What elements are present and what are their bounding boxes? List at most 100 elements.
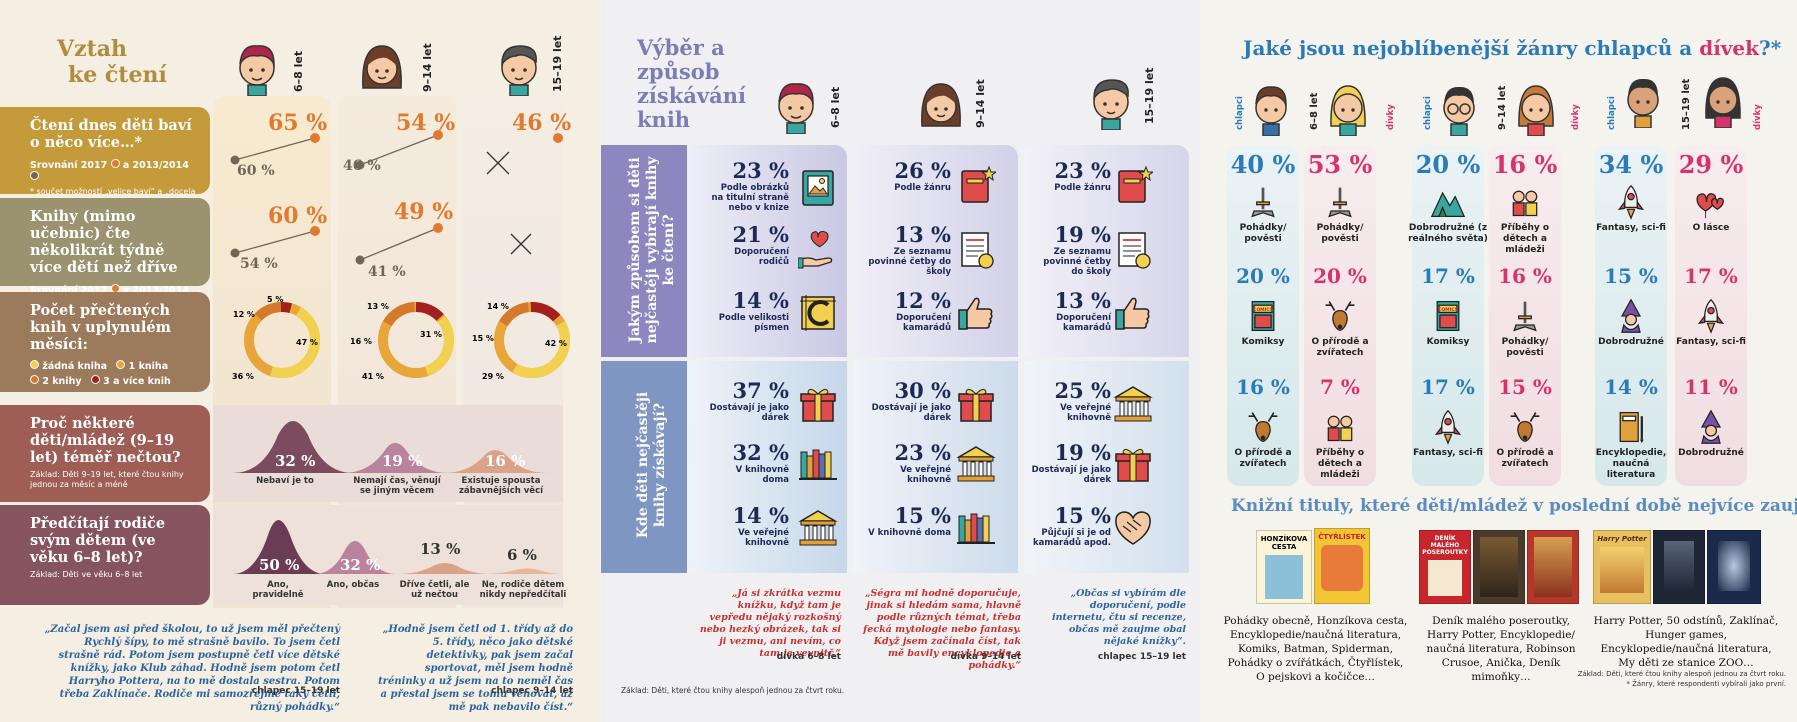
p2-stat-value: 23 % [732, 158, 790, 183]
children-icon [1512, 190, 1538, 217]
book-cover-50-shades [1653, 530, 1705, 604]
band5-title: Předčítají rodiče svým dětem (ve věku 6–… [30, 515, 166, 566]
reading-list-icon [961, 232, 994, 269]
p2-age-9-14: 9–14 let [974, 79, 987, 128]
band2-title: Knihy (mimo učebnic) čte několikrát týdn… [30, 208, 178, 276]
p2-col3-bot [1024, 361, 1189, 573]
b5-v1: 50 % [259, 556, 300, 574]
genre-value: 29 % [1678, 150, 1744, 179]
p2-stat-c1-2: 14 % Podle velikosti písmen [709, 288, 789, 333]
p3-age-9-14: 9–14 let [1497, 85, 1508, 130]
p3-footnote: * Žánry, které respondenti vybírali jako… [1626, 680, 1786, 688]
d3-v3: 29 % [482, 372, 504, 381]
genre-label: O přírodě a zvířatech [1234, 448, 1292, 469]
boy-avatar-icon [1255, 86, 1287, 136]
b4-v3: 16 % [485, 452, 526, 470]
letter-size-icon [800, 295, 836, 331]
genre-label: Fantasy, sci-fi [1413, 448, 1483, 458]
genre-value: 17 % [1684, 264, 1738, 288]
band2-lines [230, 223, 532, 265]
b4-v1: 32 % [275, 452, 316, 470]
gift-icon [1115, 448, 1151, 482]
books-list-6-8: Pohádky obecně, Honzíkova cesta, Encyklo… [1223, 615, 1408, 683]
gift-icon [800, 388, 836, 422]
band4-title: Proč některé děti/mládež (9–19 let) témě… [30, 415, 181, 466]
book-cover-robinson [1527, 530, 1579, 604]
p1-quote-2-author: chlapec 9–14 let [491, 686, 573, 696]
p2-stat-c1-5: 14 % Ve veřejné knihovně [709, 503, 790, 548]
legend-dot-icon [116, 360, 126, 369]
band4-note: Základ: Děti 9–19 let, které čtou knihy … [30, 470, 184, 489]
p2-stat-c3-3: 25 % Ve veřejné knihovně [1031, 378, 1112, 423]
genre-value: 11 % [1684, 375, 1738, 399]
genre-label: Pohádky/ pověsti [1316, 223, 1364, 244]
panel-reading-relationship: Vztah ke čtení 6–8 let 9–14 let 15–19 le… [0, 0, 600, 722]
teen-girl-avatar-icon [1705, 77, 1741, 128]
legend-dot-icon [90, 375, 100, 384]
boys-tag-2: chlapci [1423, 96, 1433, 130]
p2-quote-2: „Ségra mi hodně doporučuje, jinak si hle… [863, 588, 1021, 671]
p2-stat-label: Doporučení kamarádů [1056, 313, 1111, 333]
p2-stat-label: Podle žánru [1054, 183, 1111, 193]
d1-v2: 47 % [296, 338, 318, 347]
gift-icon [958, 388, 994, 422]
d1-v1: 12 % [233, 310, 255, 319]
genre-label: Fantasy, sci-fi [1676, 337, 1746, 347]
genre-value: 7 % [1320, 375, 1360, 399]
boys-tag-3: chlapci [1607, 96, 1617, 130]
comics-icon: COMICS [1251, 300, 1275, 332]
book-cover-harry-potter-1 [1473, 530, 1525, 604]
p2-stat-value: 19 % [1054, 222, 1112, 247]
girl-avatar-icon [921, 83, 961, 127]
rocket-icon [1434, 409, 1462, 445]
p2-stat-label: Dostávají je jako dárek [1031, 465, 1111, 485]
p2-stat-value: 14 % [732, 503, 790, 528]
p2-col3-top [1024, 145, 1189, 357]
rocket-icon [1697, 298, 1725, 334]
p2-stat-label: Ve veřejné knihovně [1060, 403, 1111, 423]
genre-value: 17 % [1421, 375, 1475, 399]
genre-value: 34 % [1598, 150, 1664, 179]
teen-boy-avatar-icon [1627, 78, 1659, 128]
deer-icon [1248, 412, 1278, 443]
genre-value: 16 % [1236, 375, 1290, 399]
genre-label: Příběhy o dětech a mládeži [1315, 448, 1365, 480]
p2-stat-value: 23 % [894, 440, 952, 465]
p2-stat-c3-2: 13 % Doporučení kamarádů [1031, 288, 1112, 333]
p2-stat-value: 15 % [894, 503, 952, 528]
p2-stat-c2-5: 15 % V knihovně doma [863, 503, 951, 538]
genre-label: Dobrodružné (z reálného světa) [1408, 223, 1488, 244]
p1-age-6-8: 6–8 let [292, 50, 305, 92]
p2-stat-value: 30 % [894, 378, 952, 403]
books-list-15-19: Harry Potter, 50 odstínů, Zaklínač, Hung… [1593, 615, 1779, 669]
svg-text:COMICS: COMICS [1438, 307, 1458, 313]
p2-section1-title: Jakým způsobem si děti nejčastěji vybíra… [627, 156, 677, 344]
band1-cmp-prefix: Srovnání 2017 [30, 160, 108, 171]
band5-note: Základ: Děti ve věku 6–8 let [30, 570, 143, 579]
boy-avatar-icon [778, 83, 814, 134]
legend-dot-icon [30, 360, 39, 369]
p2-stat-label: Podle obrázků na titulní straně nebo v k… [711, 183, 789, 213]
mountains-icon [1430, 191, 1466, 218]
band-weekly-reading: Knihy (mimo učebnic) čte několikrát týdn… [0, 198, 210, 305]
panel-favorite-genres: Jaké jsou nejoblíbenější žánry chlapců a… [1201, 0, 1797, 722]
genre-value: 14 % [1604, 375, 1658, 399]
b1-v1: 65 % [268, 110, 328, 136]
deer-icon [1510, 412, 1540, 443]
cover-title-ctyrlistek: ČTYŘLÍSTEK [1318, 533, 1366, 541]
p2-stat-c3-1: 19 % Ze seznamu povinné četby do školy [1031, 222, 1111, 277]
d2-v1: 16 % [350, 337, 372, 346]
b5-v4: 6 % [507, 546, 537, 564]
genre-label: O přírodě a zvířatech [1496, 448, 1554, 469]
legend-1: 1 kniha [128, 361, 169, 372]
b2-v2: 49 % [394, 199, 454, 225]
p3-age-6-8: 6–8 let [1309, 92, 1320, 130]
genre-label: Encyklopedie, naučná literatura [1595, 448, 1667, 480]
p2-quote-2-author: dívka 9–14 let [950, 652, 1022, 662]
gray-dot-icon [30, 171, 39, 180]
girls-tag-2: dívky [1571, 104, 1581, 130]
band-books-read: Počet přečtených knih v uplynulém měsíci… [0, 292, 210, 392]
comics-icon: COMICS [1436, 300, 1460, 332]
b5-l1: Ano, pravidelně [252, 580, 304, 600]
p2-quote-3: „Občas si vybírám dle doporučení, podle … [1052, 588, 1186, 647]
